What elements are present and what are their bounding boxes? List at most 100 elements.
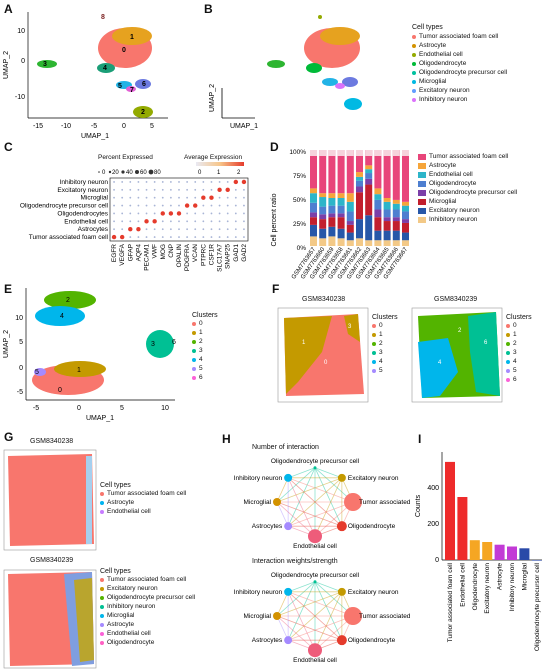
d-bar-top xyxy=(337,150,345,156)
e-legend-swatch xyxy=(192,339,196,344)
d-bar-segment xyxy=(346,240,354,246)
g-sample1-title: GSM8340238 xyxy=(30,438,74,445)
a-ytick-1: 10 xyxy=(17,28,25,35)
d-bar-segment xyxy=(383,240,391,246)
d-legend-label: Inhibitory neuron xyxy=(429,216,478,223)
f2-legend-label: 2 xyxy=(513,340,517,347)
d-ytick-0: 0% xyxy=(297,245,307,252)
b-ylabel: UMAP_2 xyxy=(209,84,216,112)
c-dot xyxy=(113,212,115,215)
f2-legend-label: 6 xyxy=(513,376,517,383)
h-node xyxy=(284,522,293,531)
g2-legend-item: Tumor associated foam cell xyxy=(100,575,195,584)
c-dot xyxy=(226,236,229,238)
c-dot xyxy=(209,195,214,200)
f2-legend-label: 5 xyxy=(513,367,517,374)
panel-a-umap: 0 1 2 3 4 5 6 7 8 -15 -10 -5 0 5 10 0 -1… xyxy=(3,12,168,140)
e-cluster-label-3: 3 xyxy=(151,341,155,348)
g1-legend-item: Tumor associated foam cell xyxy=(100,489,186,498)
h-edge xyxy=(287,467,316,479)
d-ytick-100: 100% xyxy=(289,149,306,156)
e-ytick-1: 5 xyxy=(19,339,23,346)
d-legend-label: Tumor associated foam cell xyxy=(429,153,509,160)
panel-h-networks: Oligodendrocyte precursor cell Excitatory… xyxy=(234,458,410,664)
c-gene-label: PTPRC xyxy=(200,244,207,266)
c-dot xyxy=(243,236,245,238)
c-dot xyxy=(137,204,140,207)
e-legend-label: 3 xyxy=(199,347,203,354)
panel-d: D Cell percent ratio 100% 75% 50% 25% 0%… xyxy=(262,140,550,285)
d-bar-segment xyxy=(337,205,345,214)
g-legend-1: Cell types Tumor associated foam cell Ast… xyxy=(100,482,186,516)
d-bar-segment xyxy=(319,238,327,246)
b-legend-swatch xyxy=(412,79,416,84)
c-gene-label: SLC17A7 xyxy=(217,244,224,272)
i-bar xyxy=(457,497,468,560)
h-node-label: Astrocytes xyxy=(252,523,283,530)
d-bar-top xyxy=(383,150,391,156)
c-row-label: Inhibitory neuron xyxy=(60,179,109,186)
c-dot xyxy=(243,188,245,191)
g2-legend-item: Astrocyte xyxy=(100,620,195,629)
c-dot xyxy=(226,220,229,223)
panel-d-stacked-bar: Cell percent ratio 100% 75% 50% 25% 0% G… xyxy=(271,149,410,280)
f2-legend-swatch xyxy=(506,368,510,373)
c-dot xyxy=(234,204,237,207)
c-dot xyxy=(241,179,247,185)
d-bar-segment xyxy=(374,209,382,218)
d-bar-segment xyxy=(337,228,345,239)
h-node-label: Microglial xyxy=(244,499,272,506)
c-avg-tick-2: 2 xyxy=(237,170,241,176)
d-bar-segment xyxy=(374,230,382,241)
c-dot xyxy=(178,220,180,223)
c-row-label: Microglial xyxy=(81,195,109,202)
d-bar-segment xyxy=(346,201,354,212)
e-legend-item: 1 xyxy=(192,328,218,337)
e-cluster-label-5: 5 xyxy=(35,369,39,376)
h-edge xyxy=(276,477,343,503)
c-dot xyxy=(121,188,124,191)
b-legend-item: Microglial xyxy=(412,77,507,86)
c-dot xyxy=(194,196,197,199)
c-dot xyxy=(113,188,115,191)
c-dot xyxy=(113,204,115,207)
e-xtick-2: 5 xyxy=(120,405,124,412)
cluster-label-3: 3 xyxy=(43,61,47,68)
h-node xyxy=(313,580,317,584)
d-bar-segment xyxy=(319,197,327,207)
d-bar-segment xyxy=(356,180,363,187)
d-bar-segment xyxy=(319,219,327,229)
g2-legend-item: Oligodendrocyte xyxy=(100,638,195,647)
f2-legend-label: 4 xyxy=(513,358,517,365)
f1-legend-item: 2 xyxy=(372,339,398,348)
h-title-1: Number of interaction xyxy=(252,444,319,451)
h-title-2: Interaction weights/strength xyxy=(252,558,338,565)
d-legend-item: Inhibitory neuron xyxy=(418,215,517,224)
i-xlabel: Microglial xyxy=(521,562,528,590)
h-node-label: Endothelial cell xyxy=(293,543,337,550)
d-legend-item: Oligodendrocyte xyxy=(418,179,517,188)
h-edge xyxy=(276,467,316,503)
d-bar-segment xyxy=(356,192,363,220)
d-bar-segment xyxy=(374,217,382,231)
c-dot xyxy=(218,220,221,223)
c-dot xyxy=(234,188,237,191)
panel-e-label: E xyxy=(4,282,13,296)
c-pct-tick-1: 20 xyxy=(112,170,119,176)
panel-b-label: B xyxy=(204,2,213,16)
h-node-label: Endothelial cell xyxy=(293,657,337,664)
cluster-1-blob xyxy=(112,27,152,45)
panel-e: E 2 4 0 1 5 3 6 -5 0 5 10 10 5 0 -5 UMAP… xyxy=(0,282,245,422)
c-dot xyxy=(119,234,125,240)
cluster-label-1: 1 xyxy=(130,34,134,41)
c-gene-label: MOG xyxy=(160,244,167,260)
d-bar-segment xyxy=(383,201,391,210)
d-bar-segment xyxy=(392,217,400,222)
i-xlabel: Excitatory neuron xyxy=(484,563,491,614)
c-gene-label: VCAN xyxy=(192,244,199,262)
f-legend1-title: Clusters xyxy=(372,314,398,321)
panel-b-umap: UMAP_1 UMAP_2 xyxy=(209,15,362,130)
g2-legend-item: Excitatory neuron xyxy=(100,584,195,593)
c-dot xyxy=(194,220,197,223)
c-gene-label: EGFR xyxy=(111,244,118,262)
